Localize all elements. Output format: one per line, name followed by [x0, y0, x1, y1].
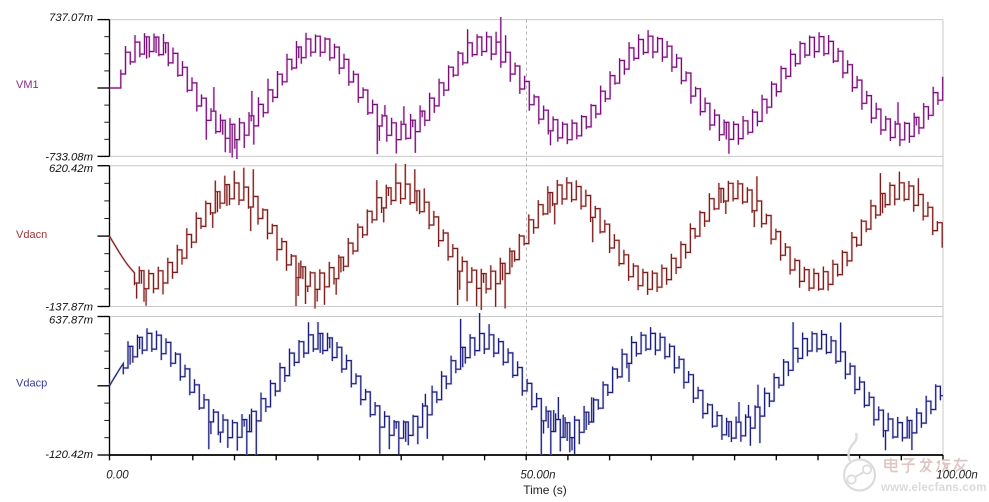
- svg-text:Vdacn: Vdacn: [16, 229, 47, 241]
- svg-text:0.00: 0.00: [106, 470, 129, 482]
- svg-text:Time (s): Time (s): [523, 483, 567, 497]
- svg-text:-120.42m: -120.42m: [45, 449, 93, 461]
- svg-text:100.00n: 100.00n: [936, 470, 978, 482]
- svg-text:www.elecfans.com: www.elecfans.com: [880, 482, 987, 494]
- svg-text:737.07m: 737.07m: [49, 12, 93, 24]
- svg-text:Vdacp: Vdacp: [16, 378, 47, 390]
- svg-text:-137.87m: -137.87m: [45, 301, 93, 313]
- svg-text:620.42m: 620.42m: [49, 163, 93, 175]
- svg-text:637.87m: 637.87m: [49, 314, 93, 326]
- svg-text:50.00n: 50.00n: [520, 470, 555, 482]
- svg-text:-733.08m: -733.08m: [45, 151, 93, 163]
- svg-text:VM1: VM1: [16, 79, 39, 91]
